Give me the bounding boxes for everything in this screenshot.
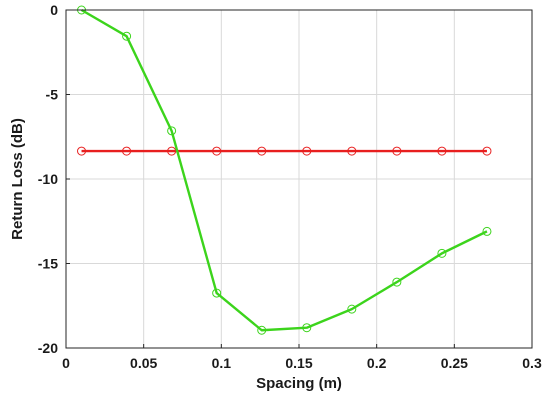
y-tick-label: -15: [38, 256, 58, 272]
y-tick-label: -20: [38, 340, 58, 356]
x-tick-label: 0.05: [130, 355, 157, 371]
data-point: [167, 126, 177, 136]
series-line: [80, 8, 488, 332]
x-axis-label: Spacing (m): [256, 375, 342, 392]
grid: [65, 9, 533, 349]
data-point: [212, 288, 222, 298]
series-1: [77, 146, 492, 156]
x-tick-label: 0: [62, 355, 70, 371]
data-point: [302, 146, 312, 156]
x-tick-label: 0.3: [522, 355, 542, 371]
y-axis-label: Return Loss (dB): [9, 118, 26, 240]
data-point: [77, 146, 87, 156]
data-point: [257, 325, 267, 335]
data-point: [347, 146, 357, 156]
data-point: [122, 146, 132, 156]
tick-labels: 0 0.05 0.1 0.15 0.2 0.25 0.3 0 -5 -10 -15 -20: [38, 2, 542, 371]
data-point: [437, 146, 447, 156]
y-tick-label: -10: [38, 171, 58, 187]
data-point: [212, 146, 222, 156]
data-point: [347, 304, 357, 314]
data-point: [482, 146, 492, 156]
x-tick-label: 0.2: [367, 355, 387, 371]
data-point: [392, 146, 402, 156]
data-point: [392, 277, 402, 287]
series-2: [77, 5, 492, 335]
data-point: [257, 146, 267, 156]
data-point: [437, 248, 447, 258]
x-tick-label: 0.1: [212, 355, 232, 371]
data-point: [122, 31, 132, 41]
data-point: [302, 323, 312, 333]
data-point: [167, 146, 177, 156]
y-tick-label: 0: [50, 2, 58, 18]
series-layer: [77, 5, 492, 335]
data-point: [482, 226, 492, 236]
y-tick-label: -5: [46, 87, 59, 103]
x-tick-label: 0.15: [285, 355, 312, 371]
x-tick-label: 0.25: [441, 355, 468, 371]
